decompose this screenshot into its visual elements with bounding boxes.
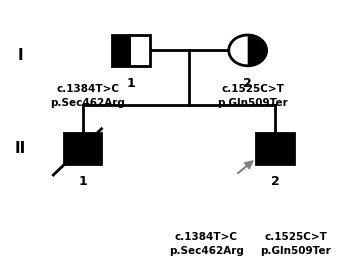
Bar (64, 133, 101, 164)
Circle shape (229, 35, 267, 66)
Text: 1: 1 (78, 175, 87, 188)
Text: c.1525C>T
p.Gln509Ter: c.1525C>T p.Gln509Ter (260, 232, 331, 256)
Bar (112, 35, 150, 66)
Text: c.1525C>T
p.Gln509Ter: c.1525C>T p.Gln509Ter (217, 84, 288, 108)
Text: c.1384T>C
p.Sec462Arg: c.1384T>C p.Sec462Arg (50, 84, 125, 108)
Text: 2: 2 (271, 175, 280, 188)
Bar (112, 35, 131, 66)
Text: 2: 2 (243, 77, 252, 90)
Wedge shape (248, 35, 267, 66)
Text: c.1384T>C
p.Sec462Arg: c.1384T>C p.Sec462Arg (169, 232, 244, 256)
Text: II: II (15, 141, 26, 156)
Bar (256, 133, 294, 164)
Text: I: I (18, 48, 23, 64)
Text: 1: 1 (126, 77, 135, 90)
